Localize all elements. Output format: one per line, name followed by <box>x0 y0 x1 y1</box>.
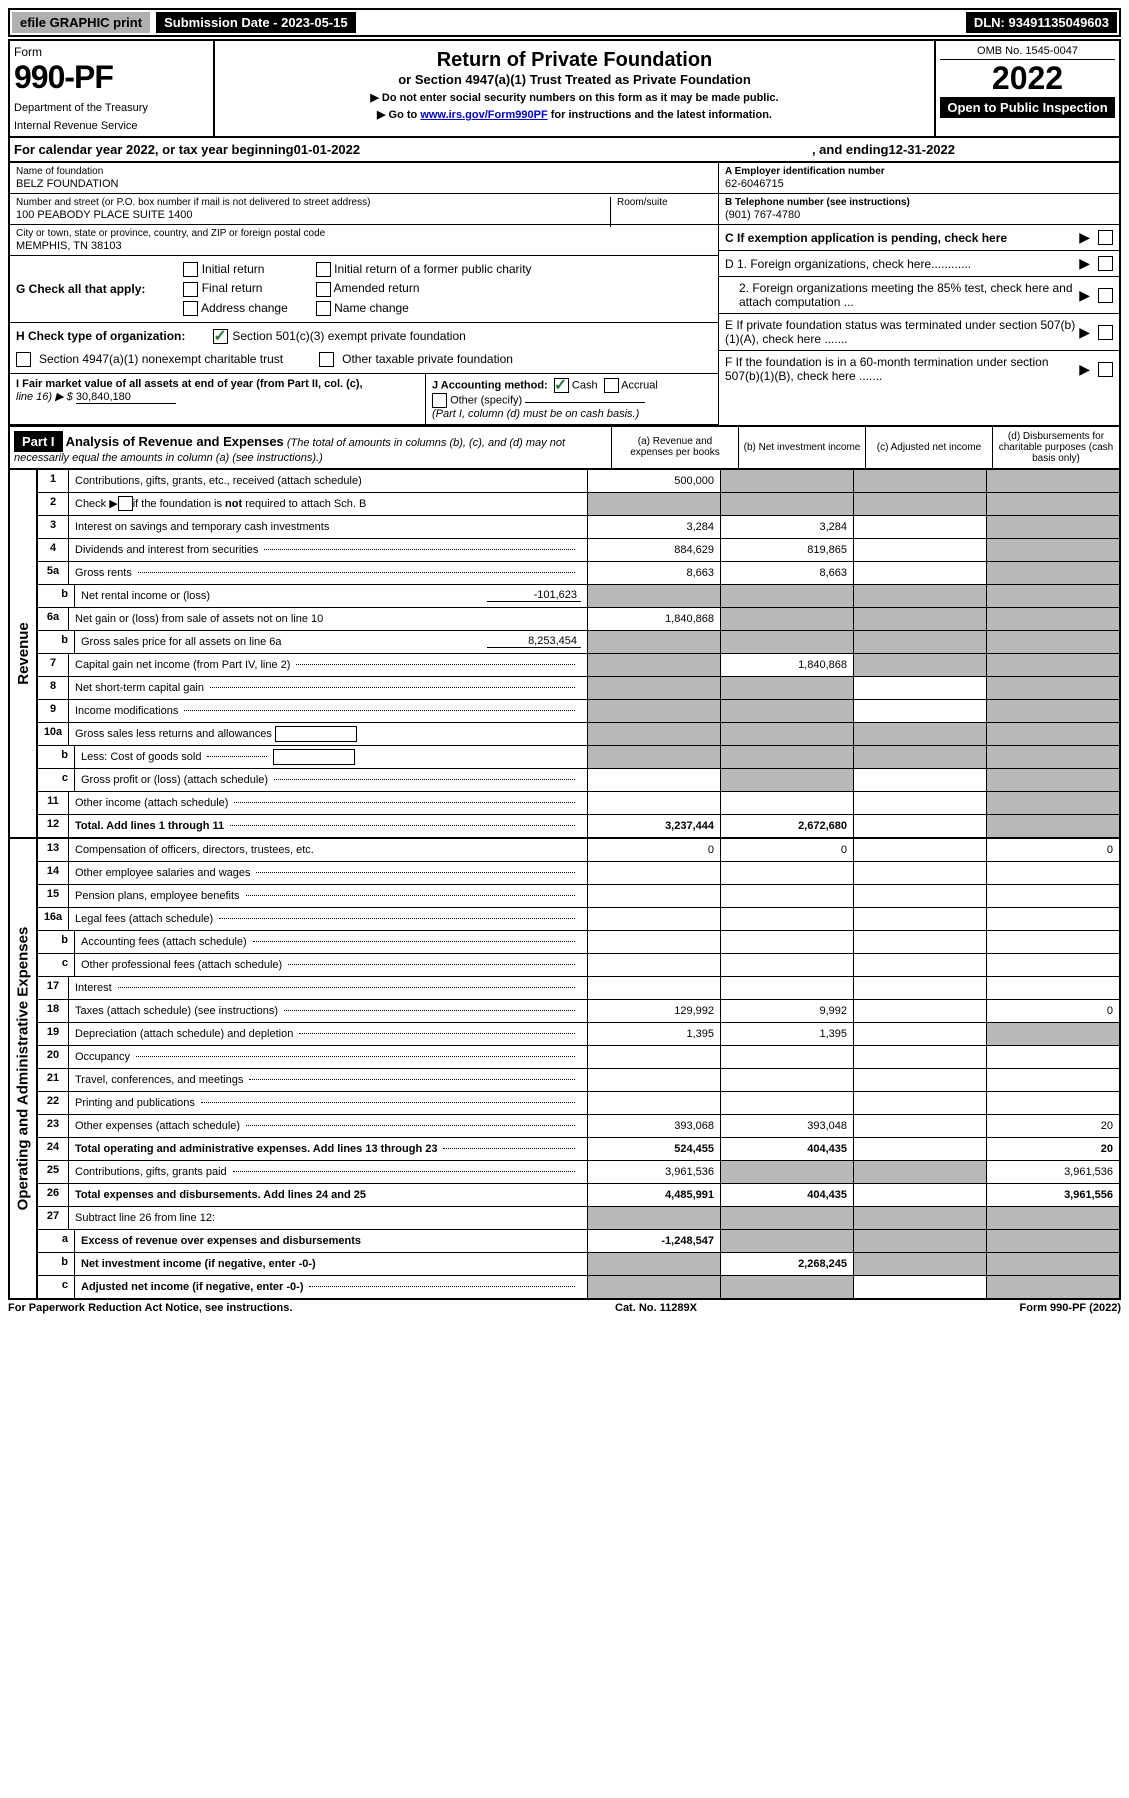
form-label: Form <box>14 45 209 59</box>
room-suite-label: Room/suite <box>610 197 668 227</box>
ein: 62-6046715 <box>725 178 1113 190</box>
4947a1-checkbox[interactable] <box>16 352 31 367</box>
fmv-value: 30,840,180 <box>76 391 176 404</box>
col-c-header: (c) Adjusted net income <box>865 427 992 468</box>
phone: (901) 767-4780 <box>725 209 1113 221</box>
d1-label: D 1. Foreign organizations, check here..… <box>725 257 1075 271</box>
h-check-row: H Check type of organization: Section 50… <box>10 323 718 374</box>
address-change-checkbox[interactable] <box>183 301 198 316</box>
form-subtitle: or Section 4947(a)(1) Trust Treated as P… <box>219 72 930 87</box>
city: MEMPHIS, TN 38103 <box>16 240 712 252</box>
i-block: I Fair market value of all assets at end… <box>10 374 425 424</box>
cat-number: Cat. No. 11289X <box>615 1302 697 1314</box>
omb-number: OMB No. 1545-0047 <box>940 45 1115 60</box>
efile-label: efile GRAPHIC print <box>12 12 150 33</box>
tax-year: 2022 <box>940 60 1115 97</box>
f-label: F If the foundation is in a 60-month ter… <box>725 355 1075 383</box>
dept-treasury: Department of the Treasury <box>14 102 209 114</box>
cash-checkbox[interactable] <box>554 378 569 393</box>
name-change-checkbox[interactable] <box>316 301 331 316</box>
f-checkbox[interactable] <box>1098 362 1113 377</box>
d2-label: 2. Foreign organizations meeting the 85%… <box>725 281 1075 309</box>
e-label: E If private foundation status was termi… <box>725 318 1075 346</box>
expenses-label: Operating and Administrative Expenses <box>10 839 38 1298</box>
paperwork-notice: For Paperwork Reduction Act Notice, see … <box>8 1302 292 1314</box>
city-label: City or town, state or province, country… <box>16 228 712 239</box>
part1-header-row: Part I Analysis of Revenue and Expenses … <box>8 427 1121 470</box>
col-d-header: (d) Disbursements for charitable purpose… <box>992 427 1119 468</box>
page-footer: For Paperwork Reduction Act Notice, see … <box>8 1302 1121 1314</box>
foundation-name-label: Name of foundation <box>16 166 712 177</box>
col-a-header: (a) Revenue and expenses per books <box>611 427 738 468</box>
accrual-checkbox[interactable] <box>604 378 619 393</box>
foundation-name: BELZ FOUNDATION <box>16 178 712 190</box>
initial-return-checkbox[interactable] <box>183 262 198 277</box>
revenue-label: Revenue <box>10 470 38 837</box>
form-number: 990-PF <box>14 59 209 96</box>
phone-label: B Telephone number (see instructions) <box>725 197 910 208</box>
h-label: H Check type of organization: <box>16 329 185 343</box>
schB-checkbox[interactable] <box>118 496 133 511</box>
dln: DLN: 93491135049603 <box>966 12 1117 33</box>
form-ref: Form 990-PF (2022) <box>1020 1302 1121 1314</box>
d1-checkbox[interactable] <box>1098 256 1113 271</box>
part1-title: Analysis of Revenue and Expenses <box>66 434 284 449</box>
amended-return-checkbox[interactable] <box>316 282 331 297</box>
calendar-year-row: For calendar year 2022, or tax year begi… <box>8 138 1121 163</box>
other-taxable-checkbox[interactable] <box>319 352 334 367</box>
goto-note: ▶ Go to www.irs.gov/Form990PF for instru… <box>219 108 930 121</box>
revenue-section: Revenue 1Contributions, gifts, grants, e… <box>8 470 1121 839</box>
501c3-checkbox[interactable] <box>213 329 228 344</box>
j-block: J Accounting method: Cash Accrual Other … <box>425 374 718 424</box>
expenses-section: Operating and Administrative Expenses 13… <box>8 839 1121 1300</box>
part1-label: Part I <box>14 431 63 452</box>
irs: Internal Revenue Service <box>14 120 209 132</box>
ein-label: A Employer identification number <box>725 166 885 177</box>
g-label: G Check all that apply: <box>16 282 145 296</box>
top-bar: efile GRAPHIC print Submission Date - 20… <box>8 8 1121 37</box>
c-checkbox[interactable] <box>1098 230 1113 245</box>
other-method-checkbox[interactable] <box>432 393 447 408</box>
address: 100 PEABODY PLACE SUITE 1400 <box>16 209 712 221</box>
c-label: C If exemption application is pending, c… <box>725 231 1007 245</box>
address-label: Number and street (or P.O. box number if… <box>16 197 712 208</box>
final-return-checkbox[interactable] <box>183 282 198 297</box>
info-block: Name of foundation BELZ FOUNDATION Numbe… <box>8 163 1121 427</box>
submission-date: Submission Date - 2023-05-15 <box>156 12 356 33</box>
form-header: Form 990-PF Department of the Treasury I… <box>8 39 1121 138</box>
col-b-header: (b) Net investment income <box>738 427 865 468</box>
e-checkbox[interactable] <box>1098 325 1113 340</box>
gross-sales-value: 8,253,454 <box>487 635 581 648</box>
net-rental-value: -101,623 <box>487 589 581 602</box>
g-check-row: G Check all that apply: Initial return F… <box>10 256 718 323</box>
d2-checkbox[interactable] <box>1098 288 1113 303</box>
form990pf-link[interactable]: www.irs.gov/Form990PF <box>420 109 547 121</box>
ssn-note: ▶ Do not enter social security numbers o… <box>219 91 930 104</box>
initial-former-checkbox[interactable] <box>316 262 331 277</box>
open-to-public: Open to Public Inspection <box>940 97 1115 118</box>
form-title: Return of Private Foundation <box>219 49 930 72</box>
